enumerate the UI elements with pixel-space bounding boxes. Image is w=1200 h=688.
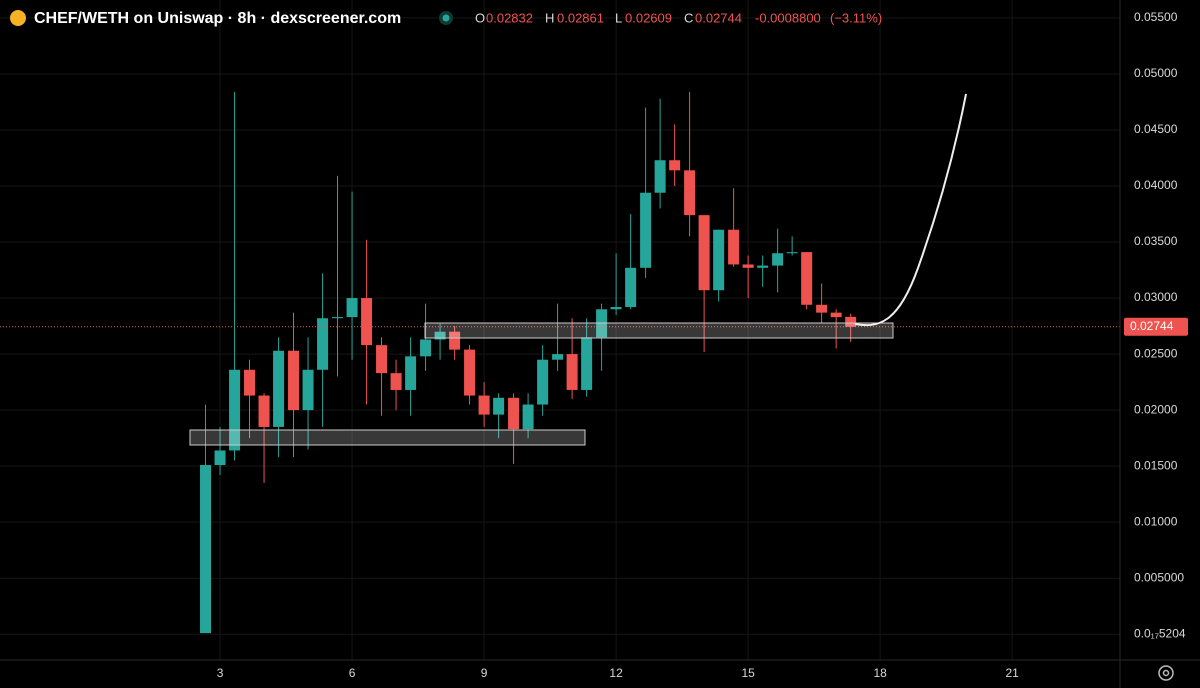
y-tick-label: 0.02500 xyxy=(1134,346,1178,360)
price-label-box xyxy=(1124,317,1188,336)
candle-body xyxy=(610,307,622,310)
x-tick-label: 15 xyxy=(741,666,755,680)
y-tick-label: 0.01000 xyxy=(1134,514,1178,528)
x-tick-label: 18 xyxy=(873,666,887,680)
candle-body xyxy=(244,369,256,396)
settings-button[interactable] xyxy=(1162,669,1170,677)
x-tick-label: 21 xyxy=(1006,666,1020,680)
candle-body xyxy=(478,395,490,415)
candle-body xyxy=(698,215,710,291)
x-tick-label: 3 xyxy=(217,666,224,680)
candle-body xyxy=(537,359,549,405)
candle-body xyxy=(640,192,652,268)
candle-body xyxy=(317,318,329,370)
settings-button[interactable] xyxy=(1158,665,1174,681)
price-label: 0.02744 xyxy=(1130,319,1174,333)
change-pct: (−3.11%) xyxy=(830,10,882,25)
candle-body xyxy=(405,356,417,390)
candle-body xyxy=(786,252,798,254)
candle-body xyxy=(376,345,388,374)
candle-body xyxy=(713,229,725,291)
candle-body xyxy=(493,397,505,415)
candle-body xyxy=(654,160,666,193)
x-tick-label: 12 xyxy=(609,666,623,680)
token-logo xyxy=(10,10,26,26)
candle-body xyxy=(229,369,241,451)
support-zone xyxy=(424,322,894,339)
ohlc-label: H xyxy=(545,10,554,25)
y-tick-label: 0.04500 xyxy=(1134,122,1178,136)
candle-body xyxy=(669,160,681,171)
candle-body xyxy=(816,304,828,313)
candle-body xyxy=(552,354,564,360)
ohlc-label: O xyxy=(475,10,485,25)
candle-body xyxy=(258,395,270,427)
candle-body xyxy=(581,337,593,390)
plot xyxy=(0,0,1120,660)
candle-body xyxy=(508,397,520,430)
y-tick-label: 0.05500 xyxy=(1134,10,1178,24)
y-tick-label: 0.01500 xyxy=(1134,458,1178,472)
x-tick-label: 9 xyxy=(481,666,488,680)
candle-body xyxy=(566,354,578,390)
y-tick-label: 0.02000 xyxy=(1134,402,1178,416)
candle-body xyxy=(742,264,754,268)
y-tick-label: 0.04000 xyxy=(1134,178,1178,192)
y-tick-label: 0.005000 xyxy=(1134,570,1184,584)
candle-body xyxy=(302,369,314,411)
candle-body xyxy=(772,253,784,266)
ohlc-value: 0.02832 xyxy=(486,10,533,25)
chart-title: CHEF/WETH on Uniswap · 8h · dexscreener.… xyxy=(34,10,401,27)
candle-body xyxy=(200,465,212,634)
status-indicator xyxy=(442,14,450,22)
projection-curve xyxy=(854,93,967,327)
support-zone xyxy=(189,429,586,446)
ohlc-value: 0.02609 xyxy=(625,10,672,25)
candle-body xyxy=(332,317,344,319)
candle-body xyxy=(420,339,432,357)
candle-body xyxy=(801,252,813,305)
y-tick-label: 0.05000 xyxy=(1134,66,1178,80)
candle-body xyxy=(757,265,769,268)
candle-body xyxy=(273,350,285,427)
change: -0.0008800 xyxy=(755,10,821,25)
candle-body xyxy=(845,316,857,327)
candle-body xyxy=(361,298,373,346)
candle-body xyxy=(830,312,842,318)
candle-body xyxy=(214,450,226,466)
ohlc-label: L xyxy=(615,10,622,25)
candle-body xyxy=(390,373,402,390)
x-tick-label: 6 xyxy=(349,666,356,680)
ohlc-value: 0.02744 xyxy=(695,10,742,25)
y-tick-label: 0.0₁₇5204 xyxy=(1134,626,1186,640)
candle-body xyxy=(684,170,696,216)
candle-body xyxy=(728,229,740,265)
ohlc-label: C xyxy=(684,10,693,25)
candle-body xyxy=(464,349,476,396)
candle-body xyxy=(522,404,534,430)
candle-body xyxy=(625,267,637,308)
ohlc-value: 0.02861 xyxy=(557,10,604,25)
candle-body xyxy=(288,350,300,411)
candle-body xyxy=(449,331,461,350)
y-tick-label: 0.03500 xyxy=(1134,234,1178,248)
candle-body xyxy=(434,331,446,340)
y-tick-label: 0.03000 xyxy=(1134,290,1178,304)
candle-body xyxy=(346,298,358,318)
